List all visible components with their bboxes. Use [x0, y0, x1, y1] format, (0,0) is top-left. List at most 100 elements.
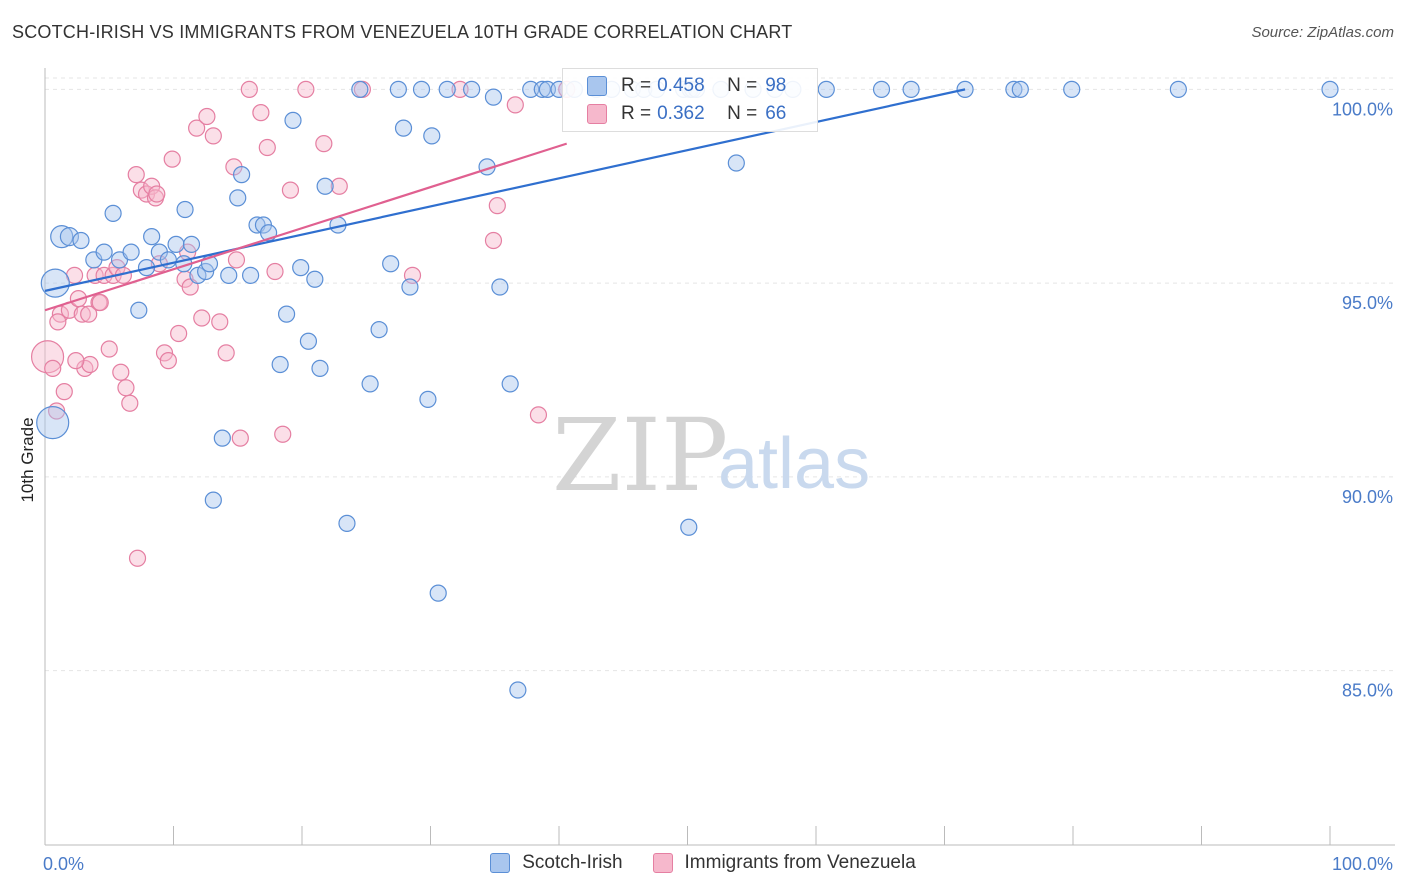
data-point [1063, 80, 1081, 98]
data-point [370, 321, 388, 339]
legend-r-value: 0.458 [657, 75, 705, 96]
data-point [198, 107, 216, 126]
data-point [231, 429, 249, 447]
data-point [429, 584, 447, 602]
data-point [274, 425, 292, 443]
data-point [727, 154, 745, 172]
data-point [316, 177, 334, 195]
data-point [44, 359, 62, 377]
data-point [91, 293, 109, 312]
data-point [330, 177, 348, 195]
chart-title: SCOTCH-IRISH VS IMMIGRANTS FROM VENEZUEL… [12, 22, 793, 42]
data-point [315, 135, 333, 153]
data-point [271, 355, 289, 374]
data-point [252, 104, 270, 122]
data-point [204, 127, 222, 145]
series-legend-scotch-irish: Scotch-Irish [490, 852, 623, 874]
data-point [284, 111, 302, 129]
data-point [176, 200, 194, 219]
data-point [1005, 80, 1023, 98]
data-point [112, 363, 130, 381]
data-point [100, 340, 118, 358]
data-point [463, 80, 481, 98]
data-point [311, 359, 329, 377]
data-point [148, 185, 166, 203]
data-point [127, 166, 145, 184]
data-point [1011, 80, 1029, 98]
data-point [95, 243, 113, 261]
data-point [163, 150, 181, 168]
data-point [423, 127, 441, 145]
data-point [533, 80, 551, 98]
data-point [258, 138, 276, 157]
y-tick-label: 85.0% [1342, 681, 1393, 701]
data-point [155, 344, 174, 362]
series-label: Scotch-Irish [522, 852, 623, 873]
data-point [55, 383, 73, 401]
data-point [159, 352, 177, 370]
x-tick-label-max: 100.0% [1332, 854, 1393, 874]
data-point [509, 681, 527, 699]
data-point [297, 80, 315, 98]
watermark-zip: ZIP [552, 397, 728, 514]
data-point [412, 80, 431, 98]
data-point [1321, 80, 1339, 98]
data-point [122, 243, 140, 261]
data-point [80, 305, 98, 323]
data-point [529, 406, 548, 424]
data-point [299, 332, 318, 350]
data-point [351, 80, 369, 98]
data-point [382, 255, 400, 273]
data-point [117, 379, 135, 397]
tick-labels: 85.0% 90.0% 95.0% 100.0% 0.0% 100.0% [43, 99, 1393, 874]
legend-swatch-pink [587, 104, 607, 124]
data-point [128, 549, 147, 567]
data-point [104, 204, 122, 222]
data-point [281, 181, 300, 199]
grid-lines [45, 77, 1395, 672]
venezuela-points [30, 80, 576, 567]
data-point [30, 340, 65, 374]
data-point [40, 268, 70, 298]
series-legend-venezuela: Immigrants from Venezuela [652, 852, 916, 874]
data-point [49, 313, 67, 331]
y-axis-label: 10th Grade [18, 417, 37, 502]
data-point [306, 270, 324, 288]
data-point [1169, 80, 1187, 98]
legend-n-label: N = [727, 75, 758, 96]
series-label: Immigrants from Venezuela [684, 852, 916, 873]
data-point [501, 375, 519, 393]
legend-r-label: R = [621, 75, 652, 96]
data-point [389, 80, 407, 98]
data-point [394, 119, 413, 137]
data-point [121, 394, 139, 412]
data-point [170, 324, 188, 343]
data-point [277, 305, 296, 323]
data-point [213, 429, 231, 447]
data-point [872, 80, 891, 98]
x-tick-label-min: 0.0% [43, 854, 84, 874]
data-point [680, 518, 698, 536]
legend-n-label: N = [727, 103, 758, 124]
data-point [217, 344, 235, 362]
data-point [36, 406, 70, 440]
data-point [817, 80, 835, 98]
series-swatch-blue [490, 853, 511, 873]
data-point [491, 278, 509, 296]
data-point [240, 80, 258, 98]
data-point [143, 228, 161, 246]
data-point [182, 235, 201, 253]
watermark: ZIP atlas [552, 397, 870, 514]
data-point [220, 266, 238, 284]
data-point [484, 231, 503, 250]
data-point [266, 262, 284, 281]
series-legend: Scotch-Irish Immigrants from Venezuela [0, 852, 1406, 874]
data-point [488, 197, 506, 215]
legend-r-label: R = [621, 103, 652, 124]
legend-n-value: 98 [765, 75, 787, 96]
data-point [242, 266, 260, 284]
data-point [204, 491, 222, 509]
data-point [227, 251, 246, 269]
watermark-atlas: atlas [718, 424, 870, 504]
